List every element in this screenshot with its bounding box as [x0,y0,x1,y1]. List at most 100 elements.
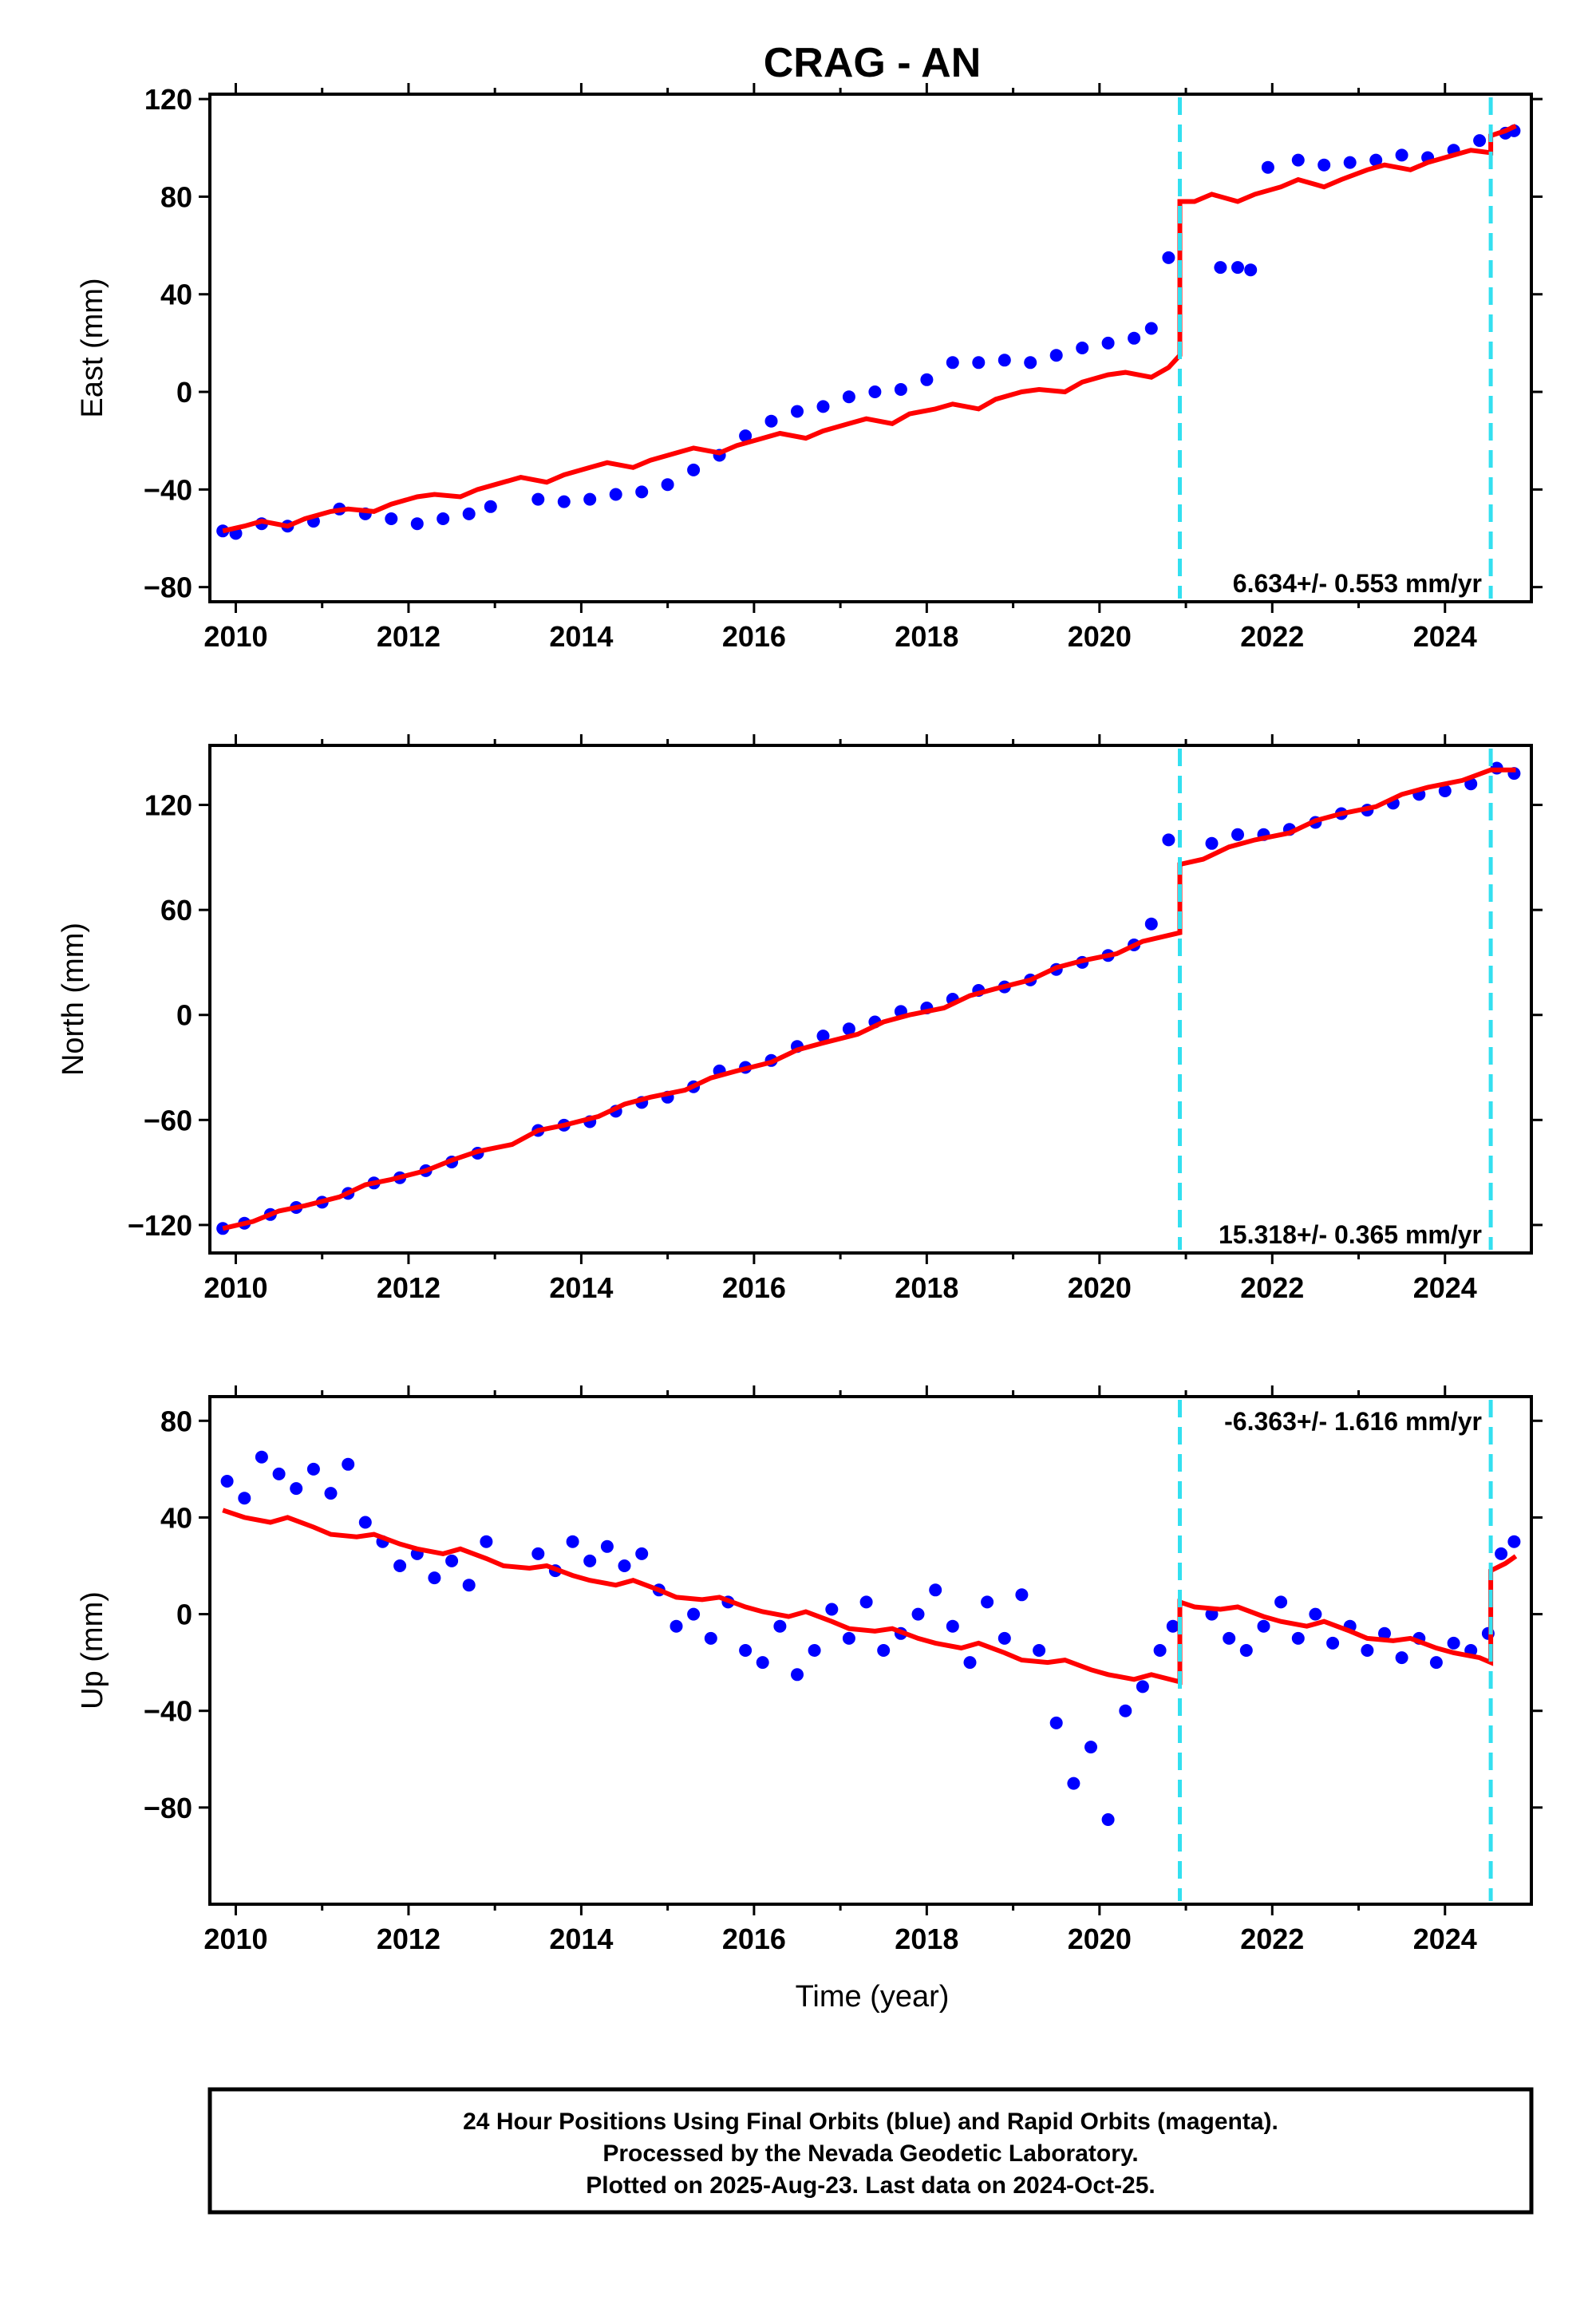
east-obs-point-9 [437,512,450,525]
north-x-tick-label-1: 2012 [377,1271,440,1304]
up-step-lines [1178,1400,1493,1901]
east-obs-point-30 [998,354,1011,367]
north-y-tick-label-1: 60 [160,894,192,927]
east-obs-point-31 [1024,356,1037,370]
north-obs-point-23 [842,1022,855,1036]
east-y-tick-label-5: −80 [144,571,192,604]
north-obs-point-38 [1231,828,1244,841]
up-obs-point-46 [1049,1716,1063,1729]
up-obs-point-32 [808,1644,821,1657]
up-obs-point-2 [255,1450,268,1464]
up-obs-point-48 [1084,1741,1097,1754]
up-obs-point-24 [670,1619,683,1633]
east-plot-frame [208,93,1533,603]
up-plot-frame [208,1395,1533,1906]
up-obs-point-3 [272,1467,286,1480]
east-obs-point-16 [635,485,649,499]
footer-line-3: Plotted on 2025-Aug-23. Last data on 202… [586,2172,1156,2199]
east-obs-point-23 [816,400,830,413]
east-x-ticks: 2010 2012 2014 2016 2018 2020 2022 2024 [203,83,1477,653]
up-obs-point-12 [428,1571,441,1585]
north-obs-point-37 [1205,836,1219,850]
east-obs-point-7 [385,512,398,525]
east-obs-point-34 [1101,336,1115,350]
up-obs-point-6 [324,1487,338,1500]
east-obs-point-42 [1291,153,1305,167]
east-obs-point-36 [1144,322,1158,335]
north-y-ticks: 120 60 0 −60 −120 [128,789,1543,1242]
east-x-tick-label-4: 2018 [895,620,958,653]
up-obs-point-52 [1153,1644,1167,1657]
up-obs-point-28 [739,1644,753,1657]
east-obs-point-20 [739,429,753,443]
up-obs-point-1 [238,1492,251,1505]
east-model-line [222,124,1517,534]
up-rate-label: -6.363+/- 1.616 mm/yr [1224,1407,1482,1436]
north-obs-point-36 [1162,833,1175,847]
east-obs-point-24 [842,390,855,404]
north-x-tick-label-2: 2014 [549,1271,613,1304]
east-x-tick-label-6: 2022 [1240,620,1304,653]
east-y-tick-label-4: −40 [144,473,192,506]
north-step-lines [1178,749,1493,1250]
east-obs-point-40 [1244,263,1258,277]
up-obs-point-61 [1326,1636,1340,1650]
up-obs-point-64 [1378,1626,1391,1640]
up-obs-point-8 [358,1516,372,1529]
east-y-tick-label-2: 40 [160,279,192,311]
east-x-tick-label-5: 2020 [1068,620,1132,653]
up-obs-point-44 [1015,1588,1029,1602]
up-x-tick-label-1: 2012 [377,1923,440,1955]
east-obs-point-43 [1317,158,1331,172]
up-obs-point-38 [911,1607,925,1621]
north-obs-point-22 [816,1030,830,1043]
east-obs-point-46 [1395,148,1408,162]
north-y-tick-label-3: −60 [144,1104,192,1136]
east-obs-point-10 [462,507,476,520]
up-obs-point-63 [1361,1644,1374,1657]
up-obs-point-26 [704,1631,717,1645]
up-obs-point-51 [1136,1680,1149,1694]
up-obs-point-57 [1257,1619,1270,1633]
up-obs-point-56 [1239,1644,1253,1657]
east-obs-point-45 [1369,153,1383,167]
east-obs-point-11 [484,500,497,513]
up-obs-point-35 [859,1595,873,1609]
up-x-tick-label-7: 2024 [1413,1923,1477,1955]
up-obs-point-33 [825,1603,839,1616]
up-x-tick-label-5: 2020 [1068,1923,1132,1955]
east-obs-point-25 [868,385,882,398]
north-y-tick-label-0: 120 [144,789,192,822]
up-x-tick-label-2: 2014 [549,1923,613,1955]
north-x-tick-label-3: 2016 [722,1271,786,1304]
up-obs-point-43 [998,1631,1011,1645]
east-obs-point-15 [609,488,622,501]
up-obs-point-41 [963,1656,977,1670]
up-x-tick-label-4: 2018 [895,1923,958,1955]
east-obs-point-13 [557,495,571,508]
east-x-tick-label-0: 2010 [203,620,267,653]
east-y-tick-label-1: 80 [160,180,192,213]
up-y-tick-label-3: −40 [144,1695,192,1728]
east-x-tick-label-3: 2016 [722,620,786,653]
up-panel: 80 40 0 −40 −80 2010 2012 2014 2016 2018 2020 2022… [76,1385,1543,1955]
north-x-tick-label-7: 2024 [1413,1271,1477,1304]
up-obs-point-58 [1274,1595,1288,1609]
north-x-tick-label-0: 2010 [203,1271,267,1304]
footer-line-1: 24 Hour Positions Using Final Orbits (bl… [463,2109,1278,2135]
up-obs-point-59 [1291,1631,1305,1645]
up-obs-point-55 [1223,1631,1236,1645]
east-obs-point-49 [1473,134,1487,148]
up-x-tick-label-0: 2010 [203,1923,267,1955]
east-obs-point-29 [972,356,986,370]
up-obs-point-71 [1495,1547,1508,1560]
up-y-tick-label-4: −80 [144,1792,192,1824]
up-obs-point-39 [929,1583,942,1597]
east-obs-point-41 [1261,160,1274,174]
up-obs-point-19 [583,1554,597,1567]
up-obs-point-36 [877,1644,891,1657]
up-obs-point-29 [756,1656,769,1670]
east-obs-point-22 [791,405,804,418]
